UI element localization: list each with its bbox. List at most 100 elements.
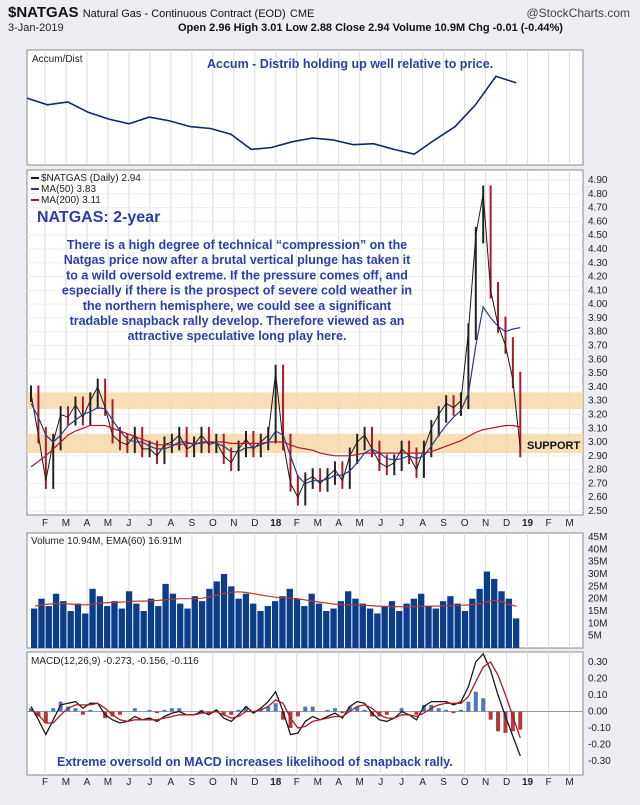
volume-bar xyxy=(52,593,60,648)
volume-bar xyxy=(191,596,198,648)
macd-hist-bar xyxy=(206,711,211,714)
x-tick-label: O xyxy=(209,777,217,788)
macd-hist-bar xyxy=(414,711,419,715)
accum-dist-line xyxy=(26,75,517,156)
y-tick-label: -0.20 xyxy=(588,740,611,751)
volume-bar xyxy=(410,598,418,648)
volume-bar xyxy=(31,608,38,648)
macd-hist-bar xyxy=(399,708,404,712)
y-tick-label: 4.20 xyxy=(588,272,608,283)
x-tick-label: M xyxy=(356,777,364,788)
x-tick-label: O xyxy=(461,518,469,529)
x-tick-label: J xyxy=(378,777,383,788)
x-tick-label: F xyxy=(545,518,551,529)
macd-hist-bar xyxy=(347,706,352,712)
macd-hist-bar xyxy=(80,711,85,715)
x-tick-label: F xyxy=(42,518,48,529)
volume-bar xyxy=(512,618,520,648)
price-title: NATGAS: 2-year xyxy=(37,209,160,226)
volume-bar xyxy=(359,603,366,648)
volume-bar xyxy=(104,606,111,648)
macd-hist-bar xyxy=(332,708,337,712)
y-tick-label: 3.10 xyxy=(588,423,608,434)
y-tick-label: -0.30 xyxy=(588,756,611,767)
macd-hist-bar xyxy=(436,708,441,712)
x-tick-label: J xyxy=(399,777,404,788)
volume-bar xyxy=(74,603,82,648)
x-tick-label: A xyxy=(168,518,175,529)
x-tick-label: N xyxy=(230,777,237,788)
volume-bar xyxy=(242,593,250,648)
x-tick-label: A xyxy=(419,518,426,529)
volume-bar xyxy=(381,606,388,648)
volume-bar xyxy=(133,603,140,648)
macd-hist-bar xyxy=(444,709,449,712)
x-tick-label: J xyxy=(399,518,404,529)
price-legend-entry: MA(50) 3.83 xyxy=(41,184,96,195)
macd-hist-bar xyxy=(273,703,278,712)
macd-hist-bar xyxy=(258,709,263,712)
y-tick-label: 4.10 xyxy=(588,285,608,296)
volume-bar xyxy=(483,571,491,648)
x-tick-label: A xyxy=(335,518,342,529)
macd-hist-bar xyxy=(488,711,493,720)
macd-hist-bar xyxy=(281,711,286,720)
volume-bar xyxy=(147,598,155,648)
volume-bar xyxy=(140,611,147,648)
x-tick-label: J xyxy=(126,777,131,788)
support-band xyxy=(27,392,583,409)
x-tick-label: S xyxy=(440,777,447,788)
volume-bar xyxy=(308,593,315,648)
volume-bar xyxy=(96,596,104,648)
x-tick-label: A xyxy=(84,518,91,529)
chart-header: $NATGAS Natural Gas - Continuous Contrac… xyxy=(0,0,640,48)
y-tick-label: 3.90 xyxy=(588,313,608,324)
macd-hist-bar xyxy=(473,691,478,712)
y-tick-label: 0.30 xyxy=(588,657,608,668)
x-tick-label: F xyxy=(42,777,48,788)
x-tick-label: 18 xyxy=(270,777,282,788)
y-tick-label: 3.30 xyxy=(588,396,608,407)
volume-bar xyxy=(220,574,228,648)
price-legend-entry: $NATGAS (Daily) 2.94 xyxy=(41,173,141,184)
x-tick-label: A xyxy=(335,777,342,788)
volume-bar xyxy=(425,606,432,648)
x-tick-label: A xyxy=(84,777,91,788)
y-tick-label: 4.00 xyxy=(588,299,608,310)
x-tick-label: O xyxy=(461,777,469,788)
volume-bar xyxy=(279,596,286,648)
x-tick-label: D xyxy=(251,777,258,788)
volume-bar xyxy=(439,601,447,648)
price-annotation-line: to a wild oversold extreme. If the press… xyxy=(66,268,408,282)
macd-hist-bar xyxy=(288,711,293,728)
x-tick-label: J xyxy=(378,518,383,529)
volume-bar xyxy=(352,598,359,648)
x-tick-label: 19 xyxy=(522,518,534,529)
volume-bar xyxy=(228,586,235,648)
macd-hist-bar xyxy=(155,711,160,714)
price-annotation-line: especially if there is the prospect of s… xyxy=(62,284,412,298)
y-tick-label: 4.90 xyxy=(588,175,608,186)
x-tick-label: M xyxy=(565,518,573,529)
volume-bar xyxy=(118,608,125,648)
macd-hist-bar xyxy=(458,709,463,712)
x-tick-label: M xyxy=(314,518,322,529)
macd-hist-bar xyxy=(169,708,174,712)
y-tick-label: 20M xyxy=(588,594,607,605)
volume-bar xyxy=(330,608,337,648)
y-tick-label: 2.50 xyxy=(588,506,608,517)
volume-bar xyxy=(184,608,191,648)
volume-bar xyxy=(250,603,257,648)
volume-bar xyxy=(206,588,213,648)
y-tick-label: 2.80 xyxy=(588,465,608,476)
price-annotation-line: tradable snapback rally develop. Therefo… xyxy=(70,314,405,328)
macd-hist-bar xyxy=(162,709,167,712)
volume-bar xyxy=(345,591,352,648)
volume-ema-line xyxy=(34,591,517,608)
y-tick-label: 0.00 xyxy=(588,707,608,718)
y-tick-label: 3.20 xyxy=(588,409,608,420)
volume-bar xyxy=(198,601,206,648)
y-tick-label: 2.60 xyxy=(588,492,608,503)
x-tick-label: N xyxy=(230,518,237,529)
